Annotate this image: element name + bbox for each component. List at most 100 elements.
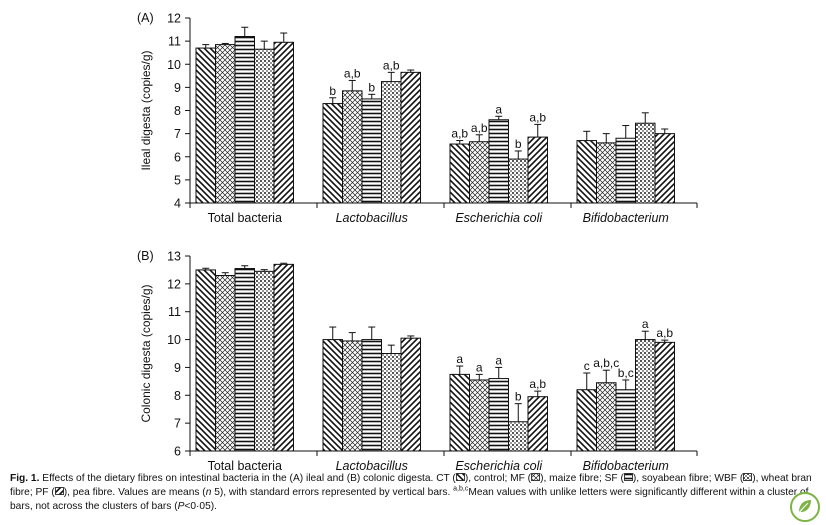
category-label: Escherichia coli xyxy=(455,211,543,225)
leaf-badge-icon[interactable] xyxy=(790,492,820,522)
legend-swatch-mf xyxy=(531,473,540,481)
bar xyxy=(273,41,294,204)
bar xyxy=(488,119,509,204)
bar xyxy=(469,379,490,452)
significance-letter: a,b xyxy=(529,377,546,391)
significance-letter: a,b xyxy=(451,127,468,141)
bar xyxy=(654,341,675,452)
category-label: Bifidobacterium xyxy=(583,211,669,225)
y-tick-label: 6 xyxy=(174,445,181,459)
bar xyxy=(449,143,470,204)
legend-swatch-wbf xyxy=(743,473,753,481)
caption-text-2: ), control; MF ( xyxy=(464,473,532,484)
y-tick-label: 7 xyxy=(174,417,181,431)
caption-text-6: ), pea fibre. Values are means ( xyxy=(63,487,206,498)
significance-letter: a,b xyxy=(344,66,361,80)
caption-text-7: 5), with standard errors represented by … xyxy=(211,487,454,498)
caption-superscript: a,b,c xyxy=(453,485,469,493)
panel-a-ileal-chart: 4 5 6 7 8 9 10 11 12 (A) Ileal digesta (copies/g) T… xyxy=(137,11,698,225)
bar xyxy=(254,48,275,204)
significance-letter: a xyxy=(456,352,463,366)
legend-swatch-pf xyxy=(54,487,64,495)
caption-fig-label: Fig. 1. xyxy=(10,473,40,484)
caption-text-5: ), wheat bran fibre; PF ( xyxy=(10,473,812,498)
y-tick-label: 8 xyxy=(174,104,181,118)
y-tick-label: 8 xyxy=(174,389,181,403)
bar xyxy=(322,339,343,452)
legend-swatch-ct xyxy=(455,473,465,481)
bar xyxy=(342,340,363,452)
significance-letter: a xyxy=(476,360,483,374)
bar xyxy=(215,275,236,452)
y-axis-label: Colonic digesta (copies/g) xyxy=(139,284,153,422)
category-label: Total bacteria xyxy=(208,211,282,225)
bar xyxy=(635,339,656,452)
bar xyxy=(508,421,529,452)
bar xyxy=(469,141,490,204)
bar xyxy=(449,373,470,452)
y-tick-label: 12 xyxy=(167,277,181,291)
bar xyxy=(508,158,529,204)
y-tick-label: 7 xyxy=(174,127,181,141)
bar xyxy=(654,133,675,204)
bar xyxy=(400,337,421,452)
category-label: Escherichia coli xyxy=(455,459,543,470)
significance-letter: a xyxy=(495,102,502,116)
bar xyxy=(527,396,548,452)
significance-letter: a,b xyxy=(383,58,400,72)
significance-letter: a,b xyxy=(529,110,546,124)
significance-letter: c xyxy=(584,359,590,373)
bar xyxy=(596,382,617,452)
bar xyxy=(254,270,275,452)
category-label: Lactobacillus xyxy=(336,211,408,225)
significance-letter: b xyxy=(515,137,522,151)
figure-caption: Fig. 1. Effects of the dietary fibres on… xyxy=(10,472,818,514)
significance-letter: b xyxy=(515,390,522,404)
y-tick-label: 10 xyxy=(167,58,181,72)
y-tick-label: 11 xyxy=(168,305,181,319)
y-tick-label: 13 xyxy=(167,250,181,264)
bar xyxy=(273,263,294,452)
caption-n-label: n xyxy=(205,487,212,498)
bar xyxy=(342,90,363,204)
y-tick-label: 9 xyxy=(174,361,181,375)
significance-letter: a,b xyxy=(656,326,673,340)
leaf-icon xyxy=(797,500,811,515)
panel-label: (A) xyxy=(137,11,154,25)
y-tick-label: 12 xyxy=(167,12,181,26)
bar xyxy=(322,103,343,204)
legend-swatch-sf xyxy=(623,473,633,481)
y-tick-label: 5 xyxy=(174,173,181,187)
caption-text-1: Effects of the dietary fibres on intesti… xyxy=(39,473,456,484)
significance-letter: b,c xyxy=(618,366,634,380)
bar xyxy=(576,389,597,452)
category-label: Lactobacillus xyxy=(336,459,408,470)
significance-letter: a,b xyxy=(471,121,488,135)
category-label: Total bacteria xyxy=(208,459,282,470)
y-tick-label: 9 xyxy=(174,81,181,95)
significance-letter: a xyxy=(642,317,649,331)
caption-text-9: <0·05). xyxy=(184,501,217,512)
bar xyxy=(635,122,656,204)
bar xyxy=(400,71,421,204)
bar xyxy=(361,98,382,204)
panel-b-colonic-chart: 6 7 8 9 10 11 12 13 (B) Colonic digesta (copies/g… xyxy=(137,249,698,470)
bar xyxy=(615,137,636,204)
bar xyxy=(527,136,548,204)
y-axis-label: Ileal digesta (copies/g) xyxy=(139,50,153,170)
y-tick-label: 11 xyxy=(168,35,181,49)
panel-label: (B) xyxy=(137,249,154,263)
significance-letter: b xyxy=(329,84,336,98)
caption-text-8: Mean values with unlike letters were sig… xyxy=(10,487,809,512)
bar xyxy=(381,81,402,204)
significance-letter: a xyxy=(495,353,502,367)
figure: 4 5 6 7 8 9 10 11 12 (A) Ileal digesta (copies/g) T… xyxy=(137,11,698,470)
caption-text-3: ), maize fibre; SF ( xyxy=(540,473,624,484)
bar xyxy=(488,378,509,452)
bar xyxy=(195,269,216,452)
significance-letter: a,b,c xyxy=(593,356,619,370)
caption-p-label: P xyxy=(177,501,185,512)
caption-text-4: ), soyabean fibre; WBF ( xyxy=(632,473,744,484)
bar xyxy=(576,140,597,204)
y-tick-label: 6 xyxy=(174,150,181,164)
